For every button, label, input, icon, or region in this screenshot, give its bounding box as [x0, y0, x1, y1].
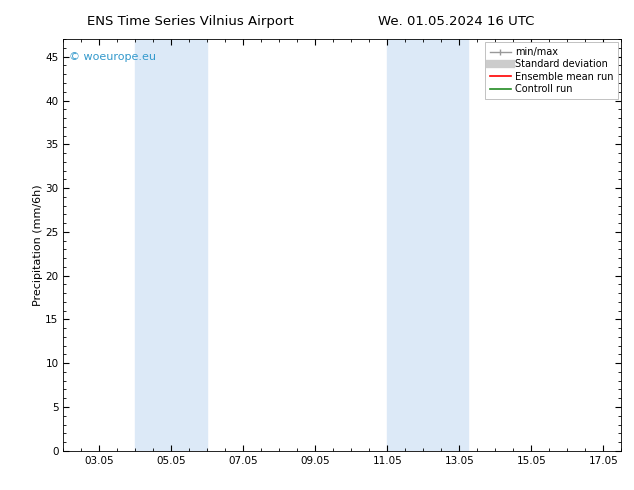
Text: © woeurope.eu: © woeurope.eu	[69, 51, 156, 62]
Text: We. 01.05.2024 16 UTC: We. 01.05.2024 16 UTC	[378, 15, 534, 28]
Bar	[387, 39, 469, 451]
Bar	[136, 39, 207, 451]
Y-axis label: Precipitation (mm/6h): Precipitation (mm/6h)	[32, 184, 42, 306]
Legend: min/max, Standard deviation, Ensemble mean run, Controll run: min/max, Standard deviation, Ensemble me…	[485, 42, 618, 99]
Text: ENS Time Series Vilnius Airport: ENS Time Series Vilnius Airport	[87, 15, 294, 28]
